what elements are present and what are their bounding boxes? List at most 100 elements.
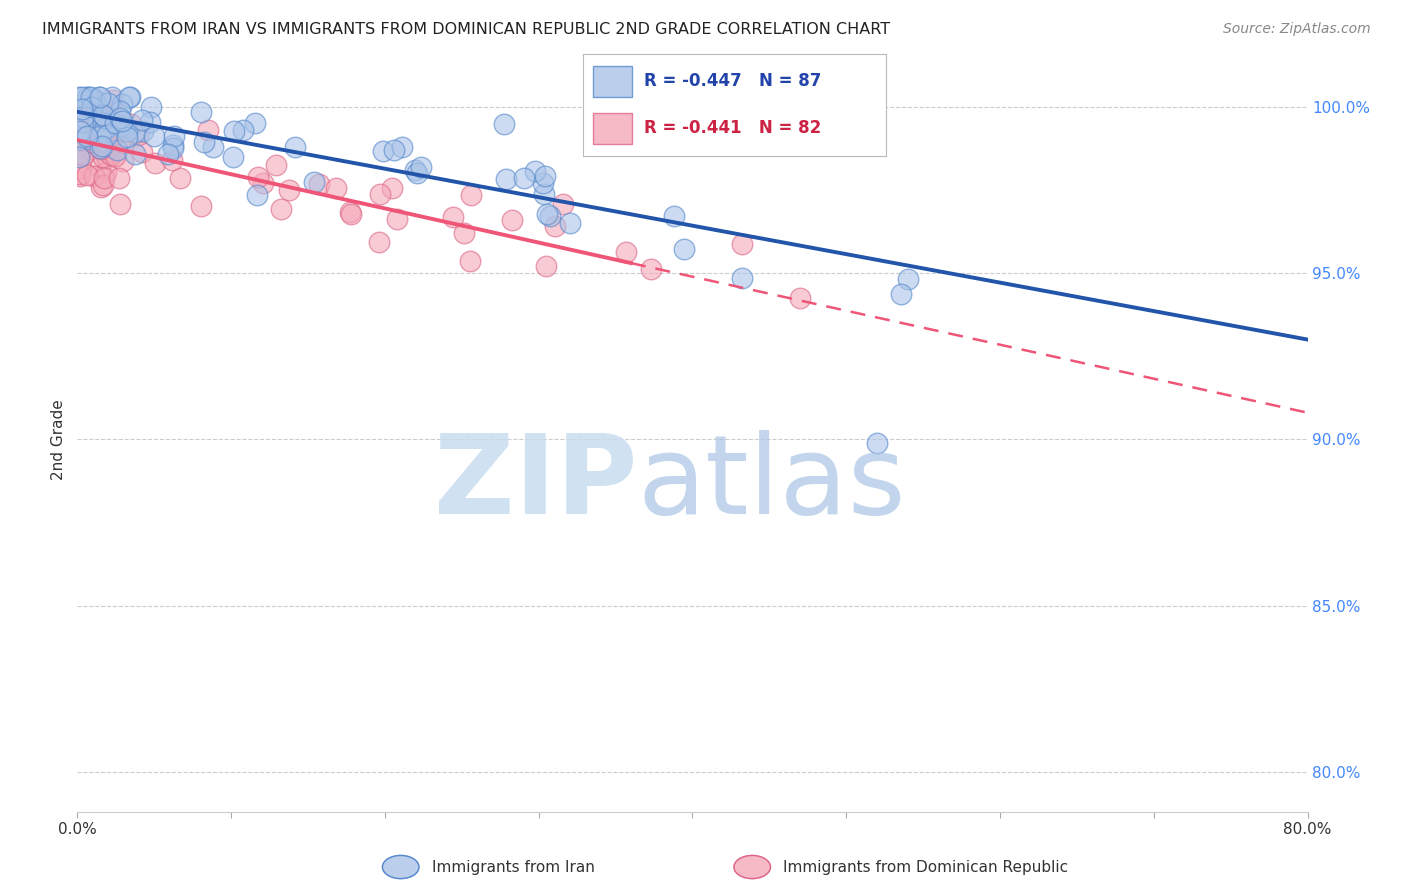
Point <box>94 121 117 136</box>
Point <box>162 137 184 152</box>
Point <box>72 148 94 162</box>
Point <box>89 100 111 114</box>
Point <box>96 110 118 124</box>
Point <box>523 163 546 178</box>
Point <box>222 124 245 138</box>
Point <box>162 153 184 167</box>
Point <box>157 146 180 161</box>
Point <box>246 187 269 202</box>
Point <box>252 176 274 190</box>
Point <box>89 90 111 104</box>
Point <box>460 188 482 202</box>
Point <box>132 124 155 138</box>
Point <box>79 105 101 120</box>
Point <box>67 132 90 146</box>
Point <box>501 213 523 227</box>
Point <box>197 122 219 136</box>
Point <box>94 165 117 179</box>
Point <box>110 119 132 133</box>
Point <box>266 158 288 172</box>
Point <box>340 207 363 221</box>
Point <box>108 171 131 186</box>
Text: Source: ZipAtlas.com: Source: ZipAtlas.com <box>1223 22 1371 37</box>
Point <box>897 271 920 285</box>
Point <box>69 124 91 138</box>
Point <box>111 131 134 145</box>
Point <box>731 270 754 285</box>
Point <box>105 143 128 157</box>
Point <box>89 160 111 174</box>
Point <box>77 98 100 112</box>
Point <box>67 150 90 164</box>
Point <box>143 129 166 144</box>
Point <box>83 169 105 184</box>
Point <box>531 176 554 190</box>
Point <box>67 145 90 160</box>
Point <box>110 104 132 119</box>
Bar <box>592 66 631 96</box>
Point <box>108 197 131 211</box>
Point <box>789 291 811 305</box>
Point <box>115 124 138 138</box>
Point <box>143 156 166 170</box>
Point <box>80 90 103 104</box>
Point <box>76 90 98 104</box>
Point <box>89 121 111 136</box>
Point <box>458 253 481 268</box>
Point <box>67 90 90 104</box>
Text: Immigrants from Iran: Immigrants from Iran <box>432 860 595 874</box>
Point <box>409 160 432 174</box>
Point <box>538 209 561 223</box>
Point <box>83 105 105 120</box>
Point <box>193 135 215 149</box>
Point <box>124 125 146 139</box>
Point <box>104 116 127 130</box>
Point <box>533 186 555 201</box>
Point <box>131 145 153 159</box>
Point <box>120 117 142 131</box>
Point <box>82 123 104 137</box>
Point <box>325 180 347 194</box>
Point <box>536 207 558 221</box>
Point <box>118 90 141 104</box>
Point <box>101 90 124 104</box>
Point <box>114 120 136 134</box>
Point <box>96 134 118 148</box>
Point <box>69 169 91 183</box>
Point <box>70 133 93 147</box>
Point <box>98 115 121 129</box>
Point <box>91 123 114 137</box>
Point <box>89 129 111 144</box>
Point <box>112 136 135 150</box>
Point <box>533 169 555 183</box>
Point <box>91 178 114 192</box>
Point <box>371 145 394 159</box>
Point <box>72 102 94 116</box>
Point <box>90 142 112 156</box>
Point <box>277 183 299 197</box>
Point <box>513 171 536 186</box>
Point <box>79 93 101 107</box>
Point <box>866 435 889 450</box>
Point <box>890 287 912 301</box>
Point <box>91 150 114 164</box>
Point <box>536 259 558 273</box>
Point <box>640 261 662 276</box>
Text: R = -0.441   N = 82: R = -0.441 N = 82 <box>644 120 821 137</box>
Point <box>111 97 134 112</box>
Point <box>100 148 122 162</box>
Point <box>453 226 475 240</box>
Text: atlas: atlas <box>637 431 905 538</box>
Point <box>76 168 98 182</box>
Point <box>124 147 146 161</box>
Point <box>93 134 115 148</box>
Point <box>201 139 224 153</box>
Point <box>83 114 105 128</box>
Point <box>385 212 408 227</box>
Point <box>103 93 125 107</box>
Y-axis label: 2nd Grade: 2nd Grade <box>51 399 66 480</box>
Point <box>404 162 426 177</box>
Point <box>72 104 94 119</box>
Point <box>169 170 191 185</box>
Point <box>558 216 581 230</box>
